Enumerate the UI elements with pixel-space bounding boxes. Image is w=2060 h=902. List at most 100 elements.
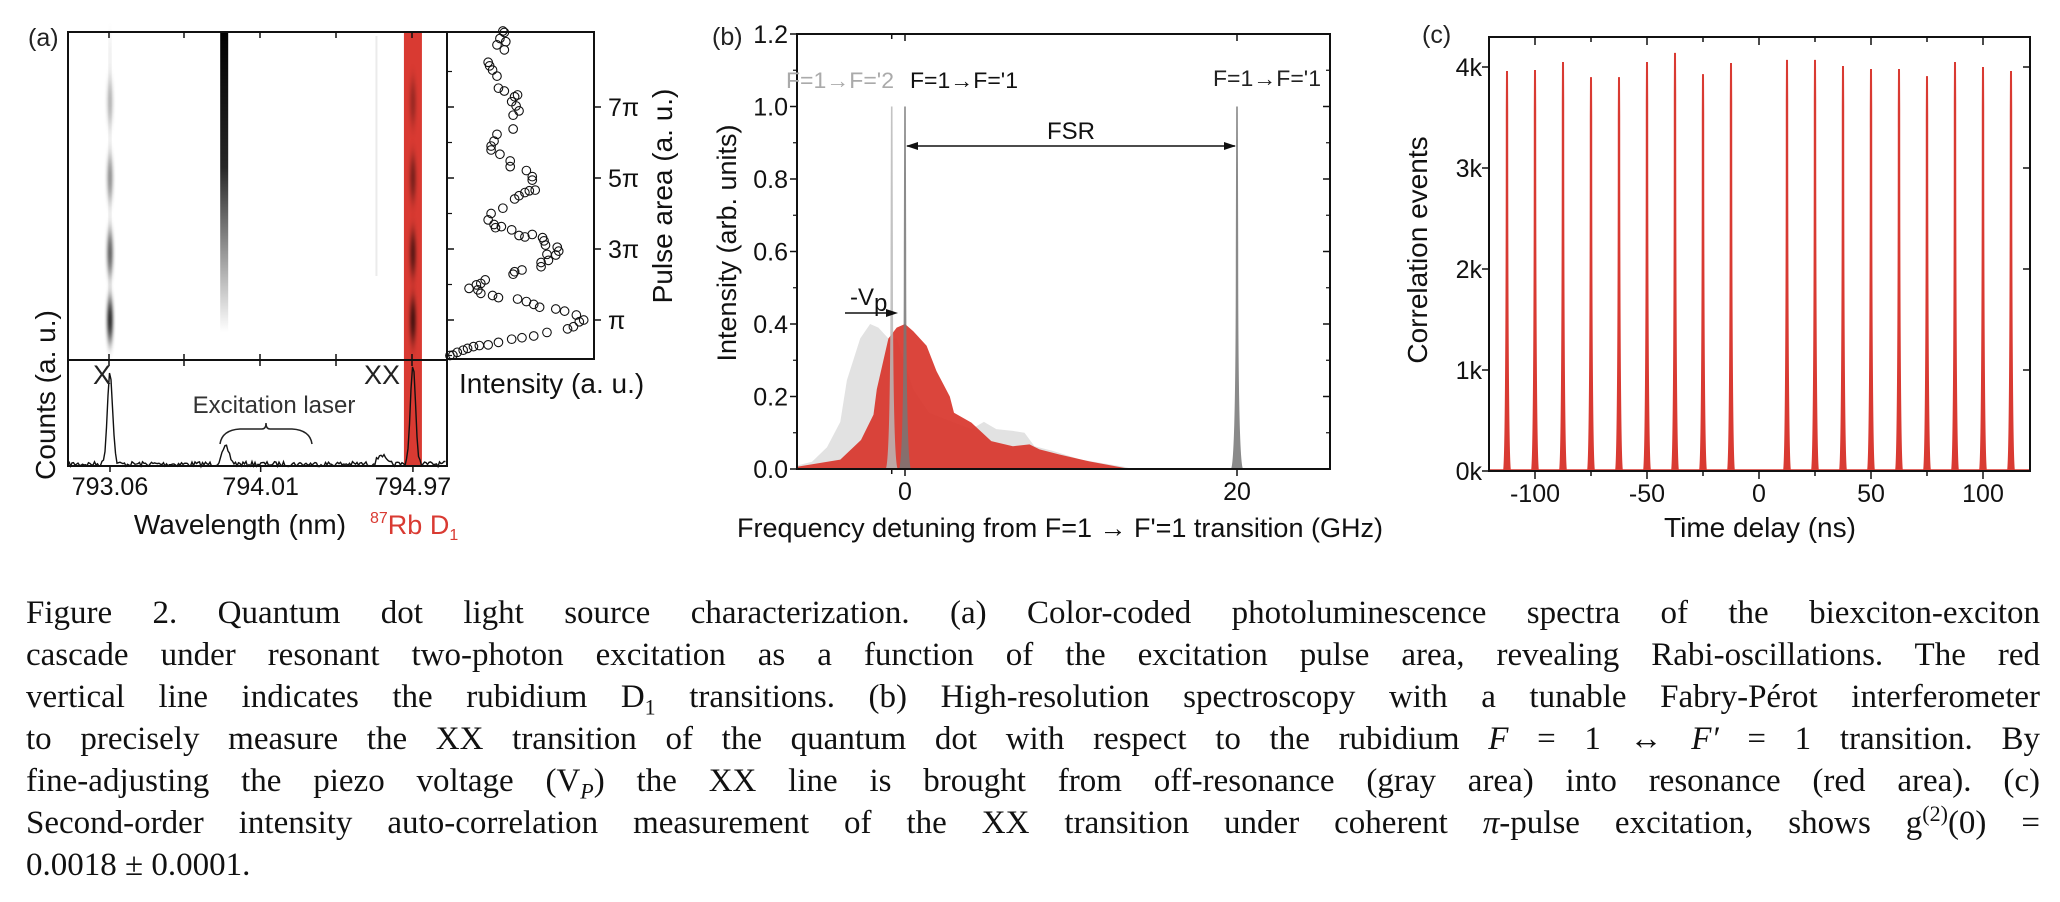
vp-sub: p xyxy=(874,290,887,317)
correlation-peak xyxy=(1671,52,1679,472)
plot-frame xyxy=(1488,36,2031,472)
x-emission-trace xyxy=(109,36,111,336)
rabi-data-point xyxy=(537,232,548,243)
intensity-tick-label: 0.4 xyxy=(753,311,788,339)
time-delay-axis-label: Time delay (ns) xyxy=(1664,512,1856,543)
caption-text: transitions. (b) High-resolution spectro… xyxy=(655,679,2040,715)
counts-axis-label: Counts (a. u.) xyxy=(30,310,61,480)
piezo-shift-arrowhead xyxy=(886,309,898,317)
spectrum-plot: 793.06 794.01 794.97 xyxy=(67,359,451,501)
panel-c-label: (c) xyxy=(1422,21,1451,49)
frequency-tick-label: 20 xyxy=(1223,478,1251,506)
correlation-peak xyxy=(1783,59,1791,472)
caption-math: F′ xyxy=(1691,721,1719,757)
rabi-data-point xyxy=(528,331,539,341)
rabi-data-point xyxy=(496,221,507,232)
correlation-peak xyxy=(1559,61,1567,471)
rabi-data-point xyxy=(471,280,482,290)
intensity-tick-label: 0.2 xyxy=(753,384,788,412)
rabi-data-point xyxy=(542,249,552,260)
rabi-data-point xyxy=(509,91,520,102)
rabi-data-point xyxy=(493,292,504,303)
excitation-laser-annotation: Excitation laser xyxy=(193,392,356,419)
correlation-peak xyxy=(1587,77,1595,471)
correlation-tick-label: 1k xyxy=(1456,357,1483,385)
rabi-data-point xyxy=(512,294,523,304)
rabi-data-point xyxy=(524,185,535,196)
caption-text: fine-adjusting the piezo voltage (V xyxy=(26,763,581,799)
rabi-data-point xyxy=(483,57,494,68)
rabi-data-point xyxy=(505,156,516,166)
frequency-detuning-axis-label: Frequency detuning from F=1 → F'=1 trans… xyxy=(737,513,1383,543)
rabi-data-point xyxy=(527,229,538,240)
correlation-peak xyxy=(1531,70,1539,471)
rabi-data-point xyxy=(480,275,491,285)
xx-line-label: XX xyxy=(364,360,400,390)
rabi-data-point xyxy=(489,219,499,230)
caption-text: ) the XX line is brought from off-resona… xyxy=(593,763,2040,799)
rabi-data-point xyxy=(483,215,494,225)
heatmap-background xyxy=(68,32,447,360)
correlation-peak xyxy=(1979,67,1987,471)
autocorrelation-histogram: 0k 1k 2k 3k 4k -100 -50 0 50 100 xyxy=(1456,36,2031,508)
rabi-data-point xyxy=(452,347,463,358)
excitation-laser-column xyxy=(220,32,229,332)
caption-line-2: cascade under resonant two-photon excita… xyxy=(26,637,2040,673)
caption-line-5: fine-adjusting the piezo voltage (VP) th… xyxy=(26,760,2040,802)
intensity-axis-label: Intensity (a. u.) xyxy=(459,368,644,399)
correlation-peak xyxy=(1867,69,1875,472)
rabi-data-point xyxy=(536,261,546,272)
rabi-data-point xyxy=(509,266,520,277)
transition-line xyxy=(1231,106,1243,469)
frequency-tick-label: 0 xyxy=(898,478,912,506)
resonance-area xyxy=(797,324,1135,469)
caption-text: (0) = xyxy=(1947,805,2040,841)
caption-text: vertical line indicates the rubidium D xyxy=(26,679,645,715)
rabi-data-point xyxy=(468,341,479,352)
correlation-peak xyxy=(1727,62,1735,472)
caption-math: π xyxy=(1482,805,1500,841)
rabi-data-point xyxy=(499,86,510,96)
rabi-data-point xyxy=(486,145,496,155)
caption-text: to precisely measure the XX transition o… xyxy=(26,721,1489,757)
xx-emission-blob xyxy=(409,156,416,200)
rabi-data-point xyxy=(543,255,554,266)
caption-text: Second-order intensity auto-correlation … xyxy=(26,805,1483,841)
correlation-peak xyxy=(1923,76,1931,471)
f1-f1-fsr-label: F=1→F='1 xyxy=(1213,66,1321,91)
caption-math: F xyxy=(1488,721,1509,757)
spectrum-line xyxy=(68,366,446,469)
rabi-data-point xyxy=(474,340,485,351)
vp-prefix: -V xyxy=(850,284,874,311)
time-tick-label: 100 xyxy=(1962,480,2004,508)
panel-a: (a) 793.06 794.01 794.97 π 3π 5π 7π X XX Exci… xyxy=(28,24,678,544)
rabi-data-point xyxy=(458,345,469,356)
rabi-data-point xyxy=(506,334,517,345)
wavelength-tick-label: 793.06 xyxy=(72,473,148,501)
xx-emission-blob xyxy=(409,80,416,124)
scatter-frame xyxy=(446,31,595,360)
wavelength-tick-label: 794.01 xyxy=(222,473,298,501)
faint-emission-column xyxy=(375,36,378,276)
transition-line xyxy=(899,106,911,469)
intensity-tick-label: 0.8 xyxy=(753,166,788,194)
panel-c: (c) 0k 1k 2k 3k 4k -100 -50 0 50 100 Correlation … xyxy=(1402,21,2031,543)
intensity-tick-label: 1.2 xyxy=(753,21,788,49)
rabi-data-point xyxy=(578,315,589,325)
photoluminescence-heatmap xyxy=(67,31,448,466)
time-tick-label: -100 xyxy=(1510,480,1560,508)
rabi-data-point xyxy=(486,208,496,219)
time-tick-label: -50 xyxy=(1629,480,1665,508)
rabi-data-point xyxy=(505,161,516,172)
panel-b: (b) 0.0 0.2 0.4 0.6 0.8 1.0 1.2 0 20 F=1→F='2 F=… xyxy=(712,21,1383,543)
rabi-data-point xyxy=(489,136,499,146)
rabi-data-point xyxy=(462,343,473,354)
caption-text: -pulse excitation, shows g xyxy=(1499,805,1923,841)
correlation-peak xyxy=(1699,74,1707,471)
time-tick-label: 0 xyxy=(1752,480,1766,508)
rabi-data-point xyxy=(499,27,510,38)
caption-line-1: Figure 2. Quantum dot light source chara… xyxy=(26,595,2040,631)
rabi-data-point xyxy=(508,124,519,134)
rabi-data-point xyxy=(542,327,552,338)
figure-caption: Figure 2. Quantum dot light source chara… xyxy=(26,592,2040,886)
